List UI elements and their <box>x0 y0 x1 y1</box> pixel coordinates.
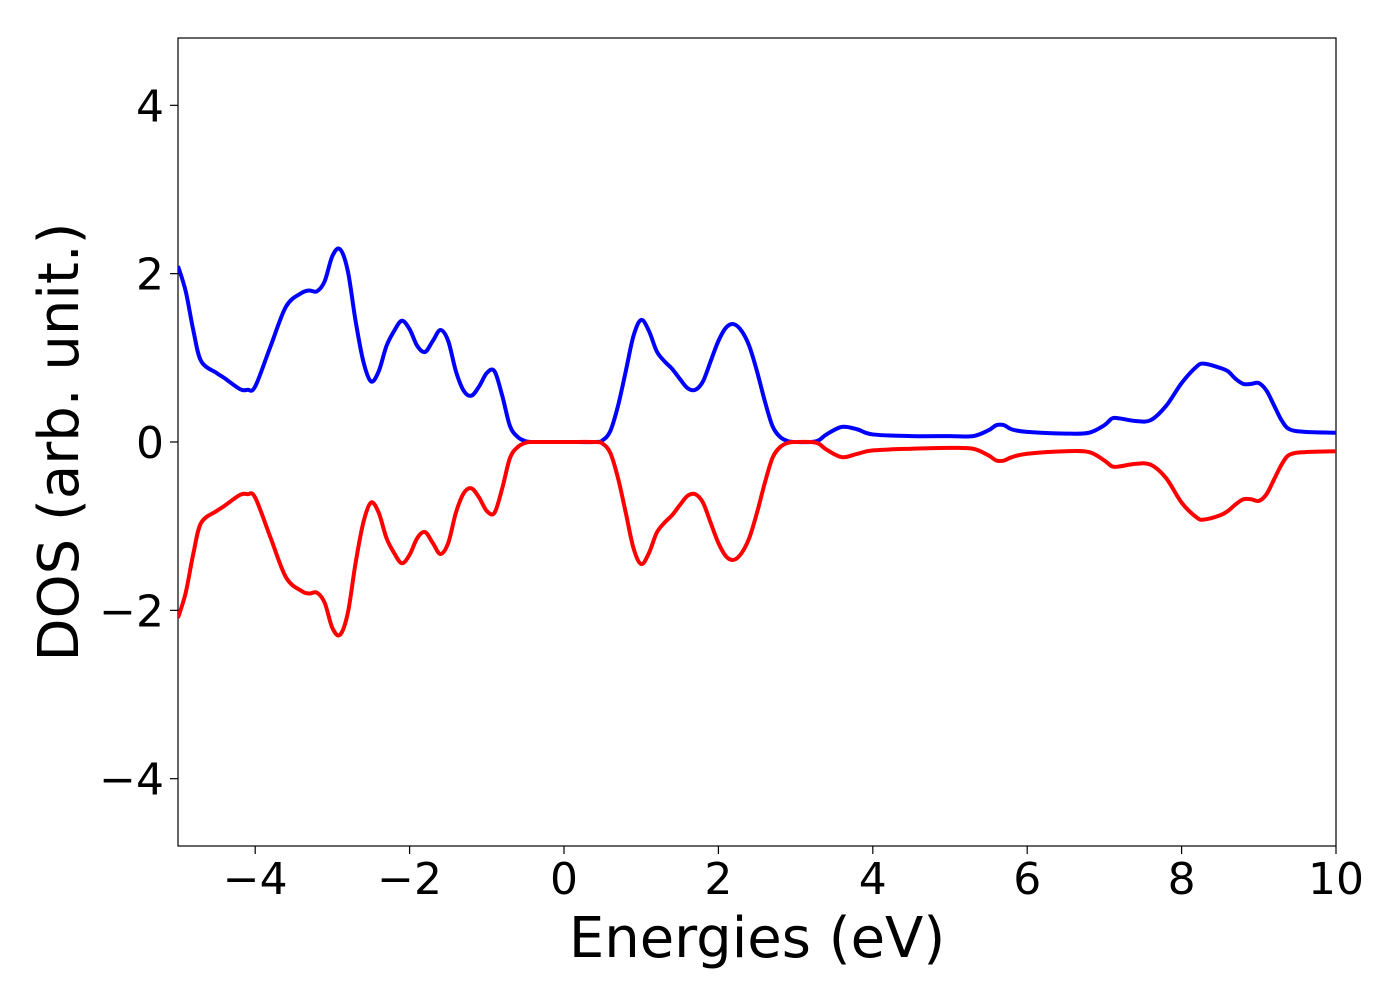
x-tick-label: 2 <box>704 854 732 905</box>
y-tick-label: −2 <box>99 586 164 637</box>
lines <box>178 246 1336 638</box>
dos-line <box>178 439 1336 638</box>
x-tick-label: 4 <box>859 854 887 905</box>
x-axis-label: Energies (eV) <box>569 906 945 971</box>
y-tick-label: 4 <box>136 81 164 132</box>
x-tick-label: 6 <box>1013 854 1041 905</box>
x-tick-label: 10 <box>1308 854 1364 905</box>
y-tick-label: 2 <box>136 250 164 301</box>
dos-line <box>178 246 1336 445</box>
x-tick-label: 8 <box>1168 854 1196 905</box>
x-tick-label: 0 <box>550 854 578 905</box>
y-tick-label: 0 <box>136 418 164 469</box>
y-tick-label: −4 <box>99 755 164 806</box>
plot-frame <box>177 37 1337 847</box>
y-axis-label: DOS (arb. unit.) <box>27 222 92 661</box>
x-tick-label: −4 <box>223 854 288 905</box>
x-tick-label: −2 <box>377 854 442 905</box>
